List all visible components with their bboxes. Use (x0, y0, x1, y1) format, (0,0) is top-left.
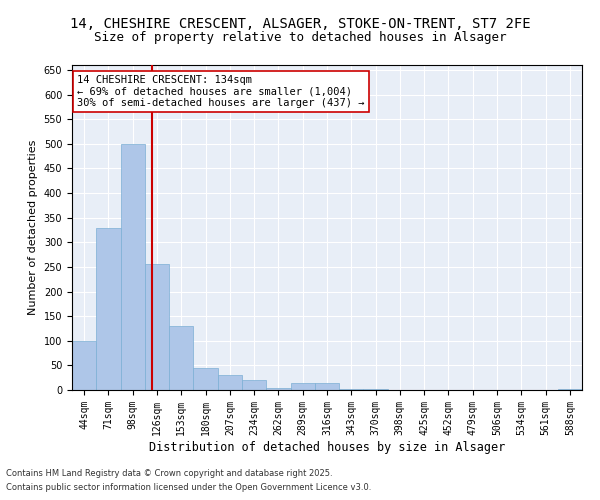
Bar (242, 380, 266, 390)
Bar (193, 368, 218, 390)
Text: 14 CHESHIRE CRESCENT: 134sqm
← 69% of detached houses are smaller (1,004)
30% of: 14 CHESHIRE CRESCENT: 134sqm ← 69% of de… (77, 74, 365, 108)
Text: 14, CHESHIRE CRESCENT, ALSAGER, STOKE-ON-TRENT, ST7 2FE: 14, CHESHIRE CRESCENT, ALSAGER, STOKE-ON… (70, 18, 530, 32)
Bar (364, 389, 388, 390)
Text: Contains public sector information licensed under the Open Government Licence v3: Contains public sector information licen… (6, 484, 371, 492)
Bar (96, 228, 121, 390)
X-axis label: Distribution of detached houses by size in Alsager: Distribution of detached houses by size … (149, 440, 505, 454)
Text: Contains HM Land Registry data © Crown copyright and database right 2025.: Contains HM Land Registry data © Crown c… (6, 468, 332, 477)
Bar (145, 264, 169, 390)
Bar (121, 144, 145, 390)
Bar (290, 382, 315, 390)
Bar (315, 382, 339, 390)
Bar (72, 341, 96, 390)
Bar (218, 375, 242, 390)
Bar (558, 389, 582, 390)
Bar (169, 326, 193, 390)
Bar (339, 389, 364, 390)
Bar (266, 388, 290, 390)
Text: Size of property relative to detached houses in Alsager: Size of property relative to detached ho… (94, 31, 506, 44)
Y-axis label: Number of detached properties: Number of detached properties (28, 140, 38, 315)
